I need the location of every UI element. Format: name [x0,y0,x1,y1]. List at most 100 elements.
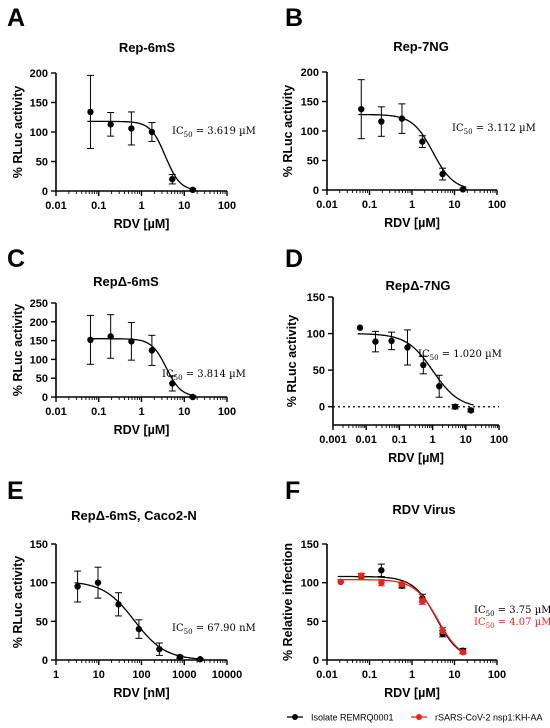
y-tick-label: 0 [313,185,319,197]
legend-item: rSARS-CoV-2 nsp1:KH-AA [411,713,543,723]
data-point [439,627,446,634]
y-axis-label: % RLuc activity [11,556,25,648]
panel-b: B Rep-7NG 0 50 100 150 200 0.01 0.1 1 10 100 RDV [µM… [281,4,536,230]
x-tick-label: 10 [93,669,105,681]
x-axis-label: RDV [nM] [113,686,169,700]
data-point [94,579,102,586]
x-tick-label: 1 [409,199,415,211]
series-1: IC50 = 4.07 µM [337,572,550,656]
series-0: IC50 = 67.90 nM [74,566,256,663]
data-point [459,186,467,193]
data-point [337,578,344,586]
x-tick-label: 10 [178,200,190,212]
y-axis-label: % RLuc activity [285,315,299,407]
series-0: IC50 = 3.75 µM [337,563,550,655]
y-tick-label: 250 [30,298,48,310]
x-tick-label: 1 [138,200,144,212]
x-tick-label: 1 [409,669,415,681]
ic50-annotation: IC50 = 67.90 nM [172,623,256,636]
data-point [189,186,196,194]
y-tick-label: 50 [36,616,48,628]
data-point [388,337,395,345]
data-point [378,567,385,574]
x-axis-label: RDV [µM] [388,451,444,465]
y-tick-label: 200 [301,67,319,79]
legend: Isolate REMRQ0001 rSARS-CoV-2 nsp1:KH-AA [287,713,543,723]
data-point [358,105,365,113]
data-point [169,380,176,387]
panel-letter: D [285,245,303,273]
data-point [451,403,459,410]
y-tick-label: 100 [30,354,48,366]
data-point [378,579,385,586]
panel-letter: F [285,477,300,505]
data-point [372,338,379,345]
y-tick-label: 50 [313,365,325,377]
x-tick-label: 1 [138,406,144,418]
ic50-annotation: IC50 = 1.020 µM [418,349,502,362]
x-tick-label: 0.01 [316,199,337,211]
x-tick-label: 10 [448,669,460,681]
series-0: IC50 = 1.020 µM [356,324,502,414]
data-point [87,108,94,116]
chart-title: Rep-7NG [393,39,449,54]
x-tick-label: 1 [53,669,59,681]
legend-swatch-marker [416,714,422,720]
y-axis-label: % RLuc activity [11,304,25,396]
y-tick-label: 0 [42,655,48,667]
chart-title: Rep-6mS [119,40,176,55]
x-axis-label: RDV [µM] [384,686,440,700]
data-point [176,653,184,661]
fit-curve [358,113,467,188]
data-point [439,170,446,178]
data-point [135,625,143,633]
data-point [356,324,364,331]
series-0: IC50 = 3.814 µM [86,314,246,401]
y-tick-label: 0 [319,402,325,414]
panel-a: A Rep-6mS 0 50 100 150 200 0.01 0.1 1 10 100 RDV [µM… [7,4,256,231]
fit-curve [357,333,474,406]
data-point [398,581,406,588]
panel-letter: C [7,245,25,273]
chart-title: RepΔ-6mS, Caco2-N [71,508,197,523]
data-point [419,598,426,605]
x-tick-label: 100 [218,406,236,418]
x-tick-label: 100 [488,199,506,211]
chart-title: RepΔ-7NG [386,278,451,293]
ic50-annotation: IC50 = 3.814 µM [162,369,246,382]
data-point [467,407,475,414]
data-point [459,649,467,656]
data-point [435,383,443,390]
data-point [189,393,196,401]
data-point [358,572,365,579]
y-tick-label: 150 [301,539,319,551]
y-tick-label: 100 [30,127,48,139]
series-0: IC50 = 3.619 µM [86,74,256,194]
panel-letter: E [7,477,24,505]
data-point [419,138,426,145]
y-tick-label: 200 [30,68,48,80]
x-tick-label: 10000 [212,669,243,681]
x-tick-label: 100 [488,669,506,681]
y-tick-label: 0 [42,186,48,198]
ic50-annotation: IC50 = 4.07 µM [474,617,550,630]
panel-letter: B [285,4,303,32]
y-tick-label: 0 [42,392,48,404]
panel-c: C RepΔ-6mS 0 50 100 150 200 250 0.01 0.1 1 10 100 RDV… [7,245,246,437]
x-tick-label: 0.01 [355,434,376,446]
x-tick-label: 0.001 [319,434,347,446]
x-tick-label: 0.1 [392,434,407,446]
x-tick-label: 0.1 [91,200,106,212]
y-tick-label: 100 [301,578,319,590]
y-tick-label: 100 [30,578,48,590]
y-tick-label: 50 [307,156,319,168]
x-tick-label: 10 [460,434,472,446]
y-tick-label: 150 [30,336,48,348]
data-point [87,336,94,344]
y-tick-label: 100 [307,329,325,341]
data-point [398,115,406,122]
y-axis-label: % RLuc activity [281,85,295,177]
x-axis-label: RDV [µM] [384,216,440,230]
data-point [115,601,122,608]
legend-label: rSARS-CoV-2 nsp1:KH-AA [435,713,543,723]
